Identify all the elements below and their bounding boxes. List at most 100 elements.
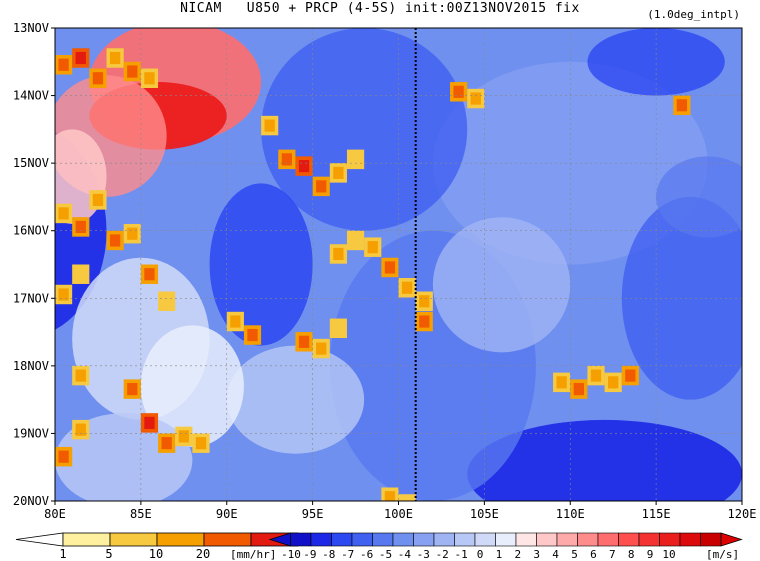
y-tick-label: 18NOV <box>13 359 49 373</box>
wind-colorbar-label: -3 <box>417 548 430 561</box>
precip-core <box>127 227 138 240</box>
y-tick-label: 13NOV <box>13 21 49 35</box>
precip-colorbar-label: 10 <box>149 547 163 561</box>
precip-core <box>556 376 567 389</box>
wind-colorbar-segment <box>331 532 353 547</box>
precip-core <box>333 322 344 335</box>
wind-colorbar-segment <box>454 532 476 547</box>
precip-core <box>75 268 86 281</box>
precip-colorbar-segment <box>156 532 205 547</box>
wind-colorbar-label: 2 <box>514 548 521 561</box>
wind-region <box>656 156 742 238</box>
precip-core <box>367 241 378 254</box>
x-tick-label: 110E <box>556 507 585 521</box>
precip-core <box>58 288 69 301</box>
wind-colorbar: -10 -9 -8 -7 -6 -5 -4 -3 -2 -1 0 1 2 3 4 5 6 7 8 9 10 [m/s] <box>268 532 743 561</box>
precip-core <box>316 180 327 193</box>
wind-colorbar-segment <box>351 532 373 547</box>
wind-colorbar-unit: [m/s] <box>706 548 739 561</box>
y-axis: 13NOV 14NOV 15NOV 16NOV 17NOV 18NOV 19NOV 20NOV <box>13 21 55 508</box>
precip-core <box>419 315 430 328</box>
wind-colorbar-segment <box>618 532 640 547</box>
precip-core <box>58 207 69 220</box>
precip-core <box>178 430 189 443</box>
x-tick-label: 95E <box>302 507 324 521</box>
x-tick-label: 120E <box>728 507 757 521</box>
wind-colorbar-segment <box>577 532 599 547</box>
precip-core <box>384 261 396 274</box>
precip-core <box>58 58 69 71</box>
precip-core <box>676 99 688 112</box>
precip-core <box>92 72 104 85</box>
precip-colorbar-lowend <box>15 532 64 547</box>
wind-colorbar-segment <box>638 532 660 547</box>
precip-cell <box>398 494 416 501</box>
wind-colorbar-label: 4 <box>552 548 559 561</box>
precip-core <box>453 85 464 98</box>
precip-core <box>144 72 155 85</box>
precip-core <box>161 437 172 450</box>
x-tick-label: 80E <box>44 507 66 521</box>
precip-core <box>333 247 344 261</box>
wind-colorbar-segment <box>413 532 435 547</box>
precip-core <box>75 51 86 65</box>
precip-colorbar-segment <box>109 532 158 547</box>
precip-core <box>161 295 172 308</box>
wind-colorbar-label: -5 <box>379 548 392 561</box>
x-tick-label: 100E <box>384 507 413 521</box>
x-tick-label: 85E <box>130 507 152 521</box>
precip-core <box>195 437 207 450</box>
wind-colorbar-label: 1 <box>496 548 503 561</box>
precip-colorbar-segment <box>203 532 252 547</box>
precip-core <box>247 328 258 342</box>
precip-colorbar: 1 5 10 20 [mm/hr] <box>15 532 299 561</box>
precip-colorbar-label: 1 <box>59 547 66 561</box>
precip-core <box>109 234 121 247</box>
precip-core <box>316 342 327 355</box>
precip-colorbar-segment <box>62 532 111 547</box>
x-tick-label: 115E <box>642 507 671 521</box>
precip-core <box>384 491 396 501</box>
wind-colorbar-segment <box>659 532 681 547</box>
precip-core <box>419 295 430 308</box>
wind-colorbar-segment <box>515 532 537 547</box>
precip-core <box>350 153 361 166</box>
wind-colorbar-label: 6 <box>590 548 597 561</box>
precip-core <box>333 166 344 179</box>
wind-colorbar-segment <box>474 532 496 547</box>
precip-core <box>590 369 602 382</box>
wind-colorbar-label: -2 <box>436 548 449 561</box>
precip-colorbar-unit: [mm/hr] <box>230 548 276 561</box>
wind-colorbar-label: 5 <box>571 548 578 561</box>
wind-colorbar-segment <box>433 532 455 547</box>
x-tick-label: 90E <box>216 507 238 521</box>
precip-field <box>55 48 691 501</box>
wind-colorbar-label: -4 <box>398 548 412 561</box>
precip-core <box>608 376 619 389</box>
wind-colorbar-label: -6 <box>360 548 373 561</box>
wind-colorbar-label: 10 <box>662 548 675 561</box>
precip-core <box>350 234 361 247</box>
wind-colorbar-highend <box>720 532 743 547</box>
wind-colorbar-segment <box>372 532 394 547</box>
y-tick-label: 19NOV <box>13 426 49 440</box>
chart-title: NICAM U850 + PRCP (4-5S) init:00Z13NOV20… <box>180 1 580 16</box>
wind-colorbar-label: 7 <box>609 548 616 561</box>
y-tick-label: 15NOV <box>13 156 49 170</box>
wind-colorbar-segment <box>310 532 332 547</box>
wind-region <box>226 345 365 454</box>
precip-core <box>625 369 636 382</box>
x-axis: 80E 85E 90E 95E 100E 105E 110E 115E 120E <box>44 501 756 521</box>
y-tick-label: 14NOV <box>13 89 49 103</box>
precip-core <box>58 450 69 463</box>
precip-core <box>230 315 241 328</box>
wind-colorbar-label: -7 <box>341 548 354 561</box>
wind-colorbar-label: 3 <box>533 548 540 561</box>
precip-core <box>401 497 413 501</box>
precip-core <box>144 416 155 429</box>
precip-core <box>144 268 155 281</box>
wind-region <box>587 28 725 96</box>
chart-subtitle: (1.0deg_intpl) <box>647 8 740 21</box>
precip-colorbar-label: 5 <box>105 547 112 561</box>
